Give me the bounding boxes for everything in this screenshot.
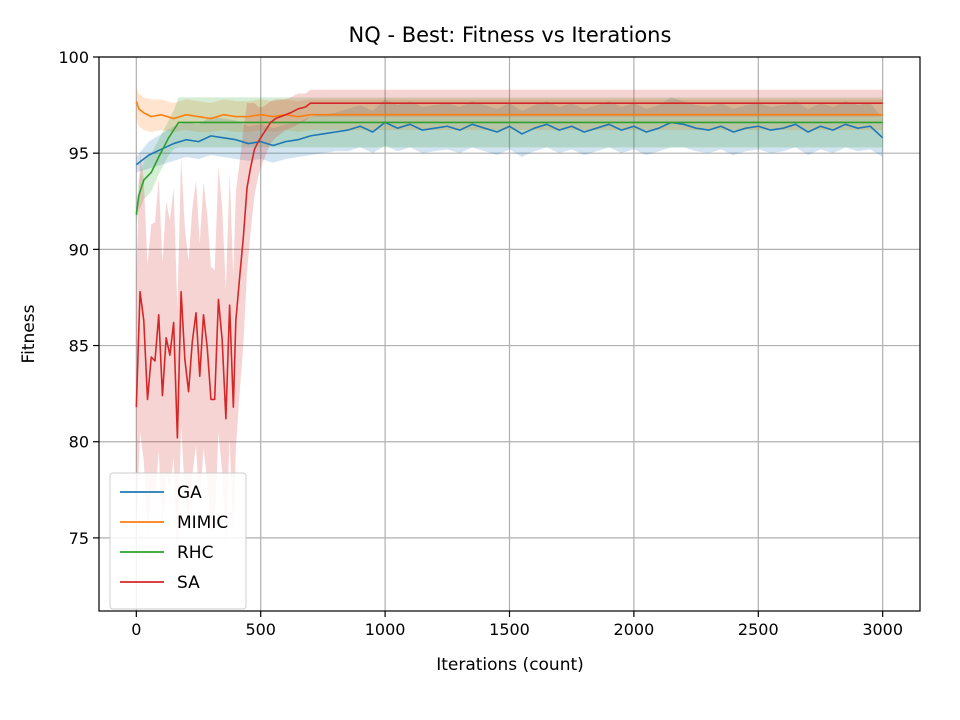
series-line-mimic xyxy=(135,100,883,120)
x-tick-label-3: 1500 xyxy=(489,620,530,639)
chart-title: NQ - Best: Fitness vs Iterations xyxy=(349,23,672,47)
y-tick-label-2: 85 xyxy=(69,337,89,356)
series-line-sa xyxy=(135,102,883,439)
band-ga xyxy=(136,97,883,173)
legend-box xyxy=(109,472,247,610)
x-tick-label-6: 3000 xyxy=(862,620,903,639)
series-line-rhc xyxy=(135,121,883,215)
y-tick-label-0: 75 xyxy=(69,529,89,548)
x-tick-label-1: 500 xyxy=(245,620,276,639)
legend-label-ga: GA xyxy=(177,483,202,503)
series-line-ga xyxy=(135,121,884,166)
x-tick-label-4: 2000 xyxy=(614,620,655,639)
x-axis-title: Iterations (count) xyxy=(436,655,584,675)
band-rhc xyxy=(136,97,883,225)
legend-label-sa: SA xyxy=(177,573,200,593)
y-tick-label-4: 95 xyxy=(69,144,89,163)
y-tick-label-3: 90 xyxy=(69,240,89,259)
legend-label-rhc: RHC xyxy=(177,543,213,563)
x-axis-ticks: 0 500 1000 1500 2000 2500 3000 xyxy=(131,611,903,639)
y-tick-label-1: 80 xyxy=(69,433,89,452)
y-tick-label-5: 100 xyxy=(58,48,89,67)
x-tick-label-2: 1000 xyxy=(365,620,406,639)
x-tick-label-0: 0 xyxy=(131,620,141,639)
x-tick-label-5: 2500 xyxy=(738,620,779,639)
series-lines xyxy=(135,100,884,439)
legend-label-mimic: MIMIC xyxy=(177,513,228,533)
legend: GA MIMIC RHC SA xyxy=(109,472,247,610)
y-axis-ticks: 75 80 85 90 95 100 xyxy=(58,48,99,548)
y-axis-title: Fitness xyxy=(19,304,39,363)
band-mimic xyxy=(136,87,883,133)
